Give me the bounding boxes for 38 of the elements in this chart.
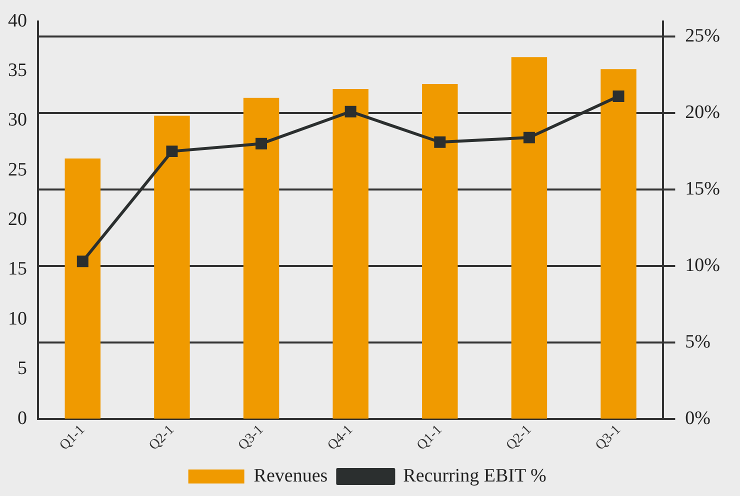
y2-tick-label: 10%	[685, 254, 720, 276]
point	[434, 136, 446, 148]
y-tick-label: 5	[18, 358, 27, 380]
y2-tick-label: 20%	[685, 102, 720, 124]
y-tick-label: 0	[18, 408, 27, 429]
x-tick-label: Q3-1	[236, 422, 267, 454]
point	[256, 138, 268, 150]
bar	[600, 69, 636, 419]
bar	[243, 98, 280, 419]
x-tick-label: Q1-1	[414, 422, 446, 454]
bar	[422, 84, 458, 419]
x-tick-label: Q2-1	[504, 422, 535, 454]
point	[344, 106, 356, 118]
y-tick-label: 15	[8, 258, 27, 280]
bar	[64, 158, 101, 419]
point	[76, 256, 88, 268]
y2-tick-label: 25%	[685, 26, 720, 47]
point	[166, 146, 178, 158]
y-tick-label: 35	[8, 60, 27, 82]
legend-label: Revenues	[254, 465, 328, 486]
x-tick-label: Q1-1	[57, 422, 88, 454]
y-tick-label: 10	[8, 308, 27, 330]
y-tick-label: 30	[8, 110, 27, 131]
x-tick-label: Q3-1	[592, 422, 624, 454]
legend-label: Recurring EBIT %	[403, 465, 547, 486]
point	[612, 90, 624, 102]
point	[523, 132, 535, 144]
x-tick-label: Q4-1	[325, 422, 356, 454]
y-tick-label: 25	[8, 159, 27, 180]
y2-tick-label: 0%	[685, 408, 711, 429]
bar	[332, 88, 368, 419]
bar	[511, 57, 548, 419]
bar	[154, 116, 190, 419]
y2-tick-label: 15%	[685, 178, 720, 200]
x-tick-label: Q2-1	[146, 422, 178, 454]
y-tick-label: 20	[8, 209, 27, 230]
y2-tick-label: 5%	[685, 331, 711, 352]
y-tick-label: 40	[8, 10, 27, 32]
